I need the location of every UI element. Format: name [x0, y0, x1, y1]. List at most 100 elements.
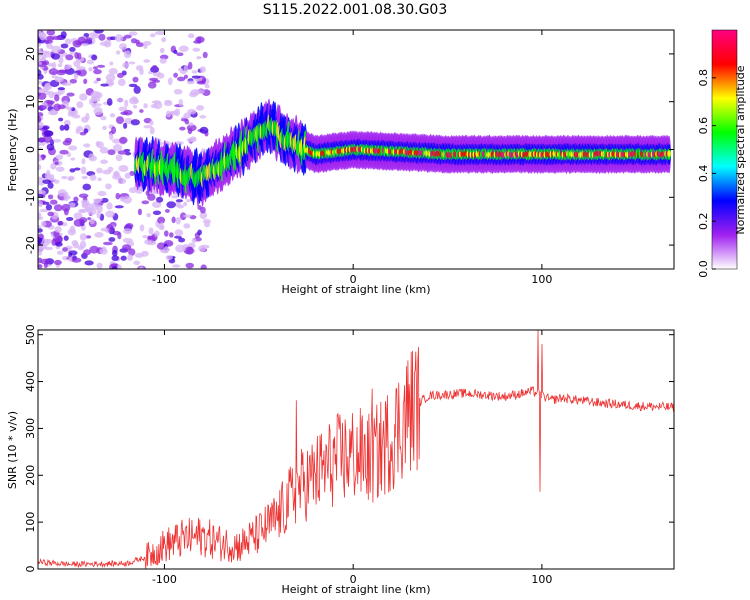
heatmap-noise-cell	[38, 121, 44, 129]
y-tick-label: 0	[24, 146, 37, 153]
heatmap-noise-cell	[169, 110, 179, 116]
heatmap-noise-cell	[88, 32, 99, 37]
heatmap-noise-cell	[49, 199, 58, 205]
heatmap-noise-cell	[63, 235, 69, 241]
heatmap-noise-cell	[94, 232, 104, 238]
heatmap-noise-cell	[102, 125, 107, 131]
heatmap-noise-cell	[141, 200, 150, 205]
heatmap-noise-cell	[87, 217, 92, 221]
heatmap-noise-cell	[92, 198, 103, 202]
heatmap-noise-cell	[185, 246, 195, 255]
heatmap-noise-cell	[65, 106, 73, 110]
colorbar-label: Normalized spectral amplitude	[734, 65, 747, 234]
heatmap-noise-cell	[66, 92, 75, 97]
heatmap-noise-cell	[165, 110, 172, 118]
heatmap-noise-cell	[172, 264, 181, 268]
heatmap-noise-cell	[64, 65, 71, 70]
heatmap-noise-cell	[97, 190, 107, 197]
y-tick-label: -20	[24, 236, 37, 254]
heatmap-noise-cell	[83, 249, 92, 256]
heatmap-noise-cell	[90, 90, 100, 99]
heatmap-noise-cell	[54, 94, 60, 102]
heatmap-noise-cell	[132, 76, 139, 83]
heatmap-noise-cell	[42, 179, 52, 184]
heatmap-noise-cell	[179, 126, 186, 131]
heatmap-noise-cell	[77, 68, 87, 77]
heatmap-noise-cell	[63, 197, 69, 202]
heatmap-noise-cell	[38, 189, 46, 196]
heatmap-noise-cell	[115, 50, 121, 55]
heatmap-noise-cell	[139, 68, 144, 75]
heatmap-noise-cell	[115, 154, 123, 162]
heatmap-noise-cell	[123, 34, 132, 39]
heatmap-noise-cell	[202, 51, 208, 59]
heatmap-noise-cell	[127, 254, 133, 262]
heatmap-noise-cell	[116, 97, 124, 103]
heatmap-noise-cell	[86, 59, 94, 65]
heatmap-noise-cell	[63, 124, 70, 131]
heatmap-noise-cell	[95, 141, 101, 146]
heatmap-noise-cell	[185, 262, 195, 269]
heatmap-noise-cell	[57, 104, 66, 110]
heatmap-noise-cell	[59, 149, 69, 155]
heatmap-noise-cell	[52, 35, 63, 41]
heatmap-noise-cell	[157, 216, 166, 224]
heatmap-noise-cell	[115, 116, 125, 124]
heatmap-noise-cell	[38, 154, 42, 162]
heatmap-noise-cell	[114, 34, 124, 42]
heatmap-noise-cell	[152, 210, 162, 216]
heatmap-noise-cell	[47, 182, 54, 189]
heatmap-noise-cell	[151, 100, 162, 104]
heatmap-noise-cell	[147, 193, 156, 201]
y-tick-label: 0	[24, 566, 37, 573]
heatmap-noise-cell	[93, 69, 102, 75]
heatmap-noise-cell	[38, 116, 42, 124]
colorbar-tick-label: 0.6	[697, 117, 710, 135]
heatmap-noise-cell	[143, 103, 148, 109]
heatmap-noise-cell	[156, 72, 165, 79]
heatmap-noise-cell	[148, 227, 154, 235]
heatmap-noise-cell	[40, 258, 50, 265]
heatmap-noise-cell	[71, 257, 82, 263]
heatmap-noise-cell	[73, 212, 83, 220]
heatmap-noise-cell	[150, 104, 158, 109]
snr-frame	[37, 329, 675, 570]
heatmap-noise-cell	[69, 168, 76, 173]
heatmap-noise-cell	[61, 203, 71, 212]
heatmap-noise-cell	[73, 72, 79, 80]
heatmap-noise-cell	[118, 43, 127, 50]
heatmap-noise-cell	[38, 80, 43, 85]
heatmap-noise-cell	[183, 223, 191, 229]
heatmap-noise-cell	[40, 220, 47, 227]
heatmap-noise-cell	[189, 136, 197, 142]
heatmap-noise-cell	[43, 60, 50, 66]
heatmap-noise-cell	[62, 140, 72, 146]
heatmap-noise-cell	[125, 223, 134, 229]
heatmap-noise-cell	[72, 39, 82, 48]
heatmap-noise-cell	[143, 59, 151, 63]
heatmap-noise-cell	[122, 195, 132, 204]
heatmap-noise-cell	[98, 33, 106, 41]
colorbar-ticks: 0.0 0.2 0.4 0.6 0.8	[697, 69, 716, 278]
heatmap-noise-cell	[167, 77, 173, 86]
heatmap-noise-cell	[73, 60, 81, 68]
heatmap-noise-cell	[114, 205, 124, 209]
heatmap-noise-cell	[137, 208, 143, 216]
colorbar-tick-label: 0.2	[697, 212, 710, 230]
heatmap-noise-cell	[128, 83, 138, 88]
heatmap-noise-cell	[118, 165, 129, 172]
heatmap-noise-cell	[48, 90, 55, 99]
heatmap-noise-cell	[133, 85, 141, 94]
heatmap-noise-cell	[74, 51, 79, 59]
heatmap-noise-cell	[70, 157, 76, 161]
heatmap-noise-cell	[96, 204, 103, 213]
colorbar-tick-label: 0.0	[697, 260, 710, 278]
heatmap-noise-cell	[39, 32, 47, 41]
heatmap-noise-cell	[62, 247, 68, 252]
y-tick-label: 20	[24, 47, 37, 61]
heatmap-noise-cell	[154, 230, 160, 237]
heatmap-noise-cell	[46, 43, 53, 49]
snr-xlabel: Height of straight line (km)	[281, 583, 430, 596]
heatmap-noise-cell	[124, 117, 133, 124]
heatmap-noise-cell	[38, 228, 43, 233]
